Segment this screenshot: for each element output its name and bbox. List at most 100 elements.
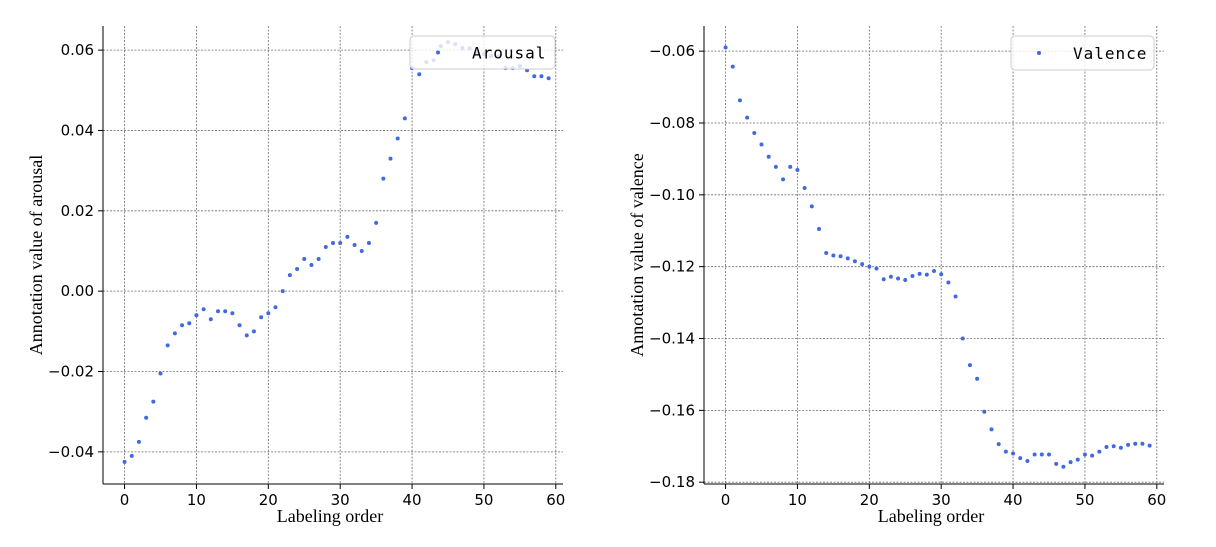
data-point (1147, 443, 1152, 448)
y-tick-label: −0.06 (649, 42, 695, 60)
data-point (532, 74, 537, 79)
y-tick-label: −0.08 (649, 114, 695, 132)
data-point (144, 415, 149, 420)
data-point (323, 244, 328, 249)
x-tick-label: 30 (932, 491, 951, 509)
x-tick-label: 10 (788, 491, 807, 509)
data-point (1025, 459, 1030, 464)
data-point (996, 442, 1001, 447)
data-point (1133, 441, 1138, 446)
x-tick-label: 0 (120, 491, 130, 509)
data-point (802, 186, 807, 191)
x-tick-label: 50 (474, 491, 493, 509)
data-point (201, 307, 206, 312)
legend-label: Arousal (472, 44, 546, 63)
data-point (910, 274, 915, 279)
data-point (752, 131, 757, 136)
data-point (1018, 456, 1023, 461)
y-tick-label: −0.18 (649, 473, 695, 491)
data-point (838, 254, 843, 259)
data-point (903, 277, 908, 282)
data-point (867, 264, 872, 269)
data-point (1126, 442, 1131, 447)
data-point (824, 251, 829, 256)
data-point (237, 323, 242, 328)
data-point (129, 453, 134, 458)
y-tick-label: 0.04 (61, 121, 94, 139)
legend-box (1010, 35, 1155, 71)
arousal-chart: 0 10 20 30 40 50 60 −0.04 −0.02 0.00 0.02 0.04 0.06 L… (26, 26, 565, 526)
data-point (759, 142, 764, 147)
data-point (924, 272, 929, 277)
data-point (1003, 449, 1008, 454)
x-axis-title: Labeling order (878, 506, 984, 526)
y-axis-title: Annotation value of valence (627, 153, 647, 356)
data-point (345, 234, 350, 239)
data-point (309, 263, 314, 268)
data-point (845, 256, 850, 261)
data-point (122, 459, 127, 464)
data-point (338, 240, 343, 245)
data-point (773, 164, 778, 169)
data-point (1111, 444, 1116, 449)
y-tick-label: −0.04 (48, 443, 94, 461)
data-point (1068, 460, 1073, 465)
legend-marker (1037, 51, 1041, 55)
data-point (273, 305, 278, 310)
data-point (1061, 464, 1066, 469)
data-point (366, 240, 371, 245)
data-point (180, 323, 185, 328)
y-axis-title: Annotation value of arousal (26, 155, 46, 355)
data-point (989, 427, 994, 432)
data-point (788, 164, 793, 169)
x-tick-label: 30 (331, 491, 350, 509)
data-point (953, 294, 958, 299)
y-tick-label: −0.14 (649, 330, 695, 348)
data-point (302, 257, 307, 262)
data-point (860, 262, 865, 267)
legend-marker (436, 50, 440, 55)
data-point (967, 363, 972, 368)
data-point (831, 253, 836, 258)
data-point (1090, 453, 1095, 458)
data-point (795, 168, 800, 173)
data-point (374, 220, 379, 225)
data-point (1047, 452, 1051, 457)
data-point (737, 98, 742, 103)
y-tick-label: 0.00 (61, 282, 94, 300)
data-point (187, 321, 192, 326)
data-point (381, 176, 386, 181)
data-point (172, 331, 177, 336)
x-tick-label: 10 (187, 491, 206, 509)
data-point (809, 204, 814, 209)
legend-box (409, 35, 556, 70)
data-point (817, 226, 821, 231)
data-point (1140, 441, 1145, 446)
x-tick-label: 50 (1075, 491, 1094, 509)
y-tick-label: −0.16 (649, 401, 695, 419)
data-point (917, 271, 922, 276)
data-point (316, 257, 321, 262)
y-tick-label: −0.02 (48, 363, 94, 381)
data-point (960, 336, 965, 341)
y-tick-label: 0.02 (61, 202, 94, 220)
data-point (151, 399, 156, 404)
data-point (359, 248, 364, 253)
data-point (852, 259, 857, 264)
data-point (295, 267, 300, 272)
data-point (395, 136, 400, 141)
data-point (1032, 452, 1037, 457)
data-point (331, 240, 335, 245)
x-tick-label: 40 (1004, 491, 1023, 509)
y-tick-label: 0.06 (61, 41, 94, 59)
data-point (208, 317, 213, 322)
data-point (244, 333, 249, 338)
data-point (1039, 452, 1044, 457)
data-point (766, 154, 771, 159)
y-tick-label: −0.12 (649, 258, 695, 276)
data-point (881, 277, 886, 282)
data-point (546, 76, 551, 81)
legend-label: Valence (1073, 44, 1147, 63)
x-tick-label: 60 (1147, 491, 1166, 509)
